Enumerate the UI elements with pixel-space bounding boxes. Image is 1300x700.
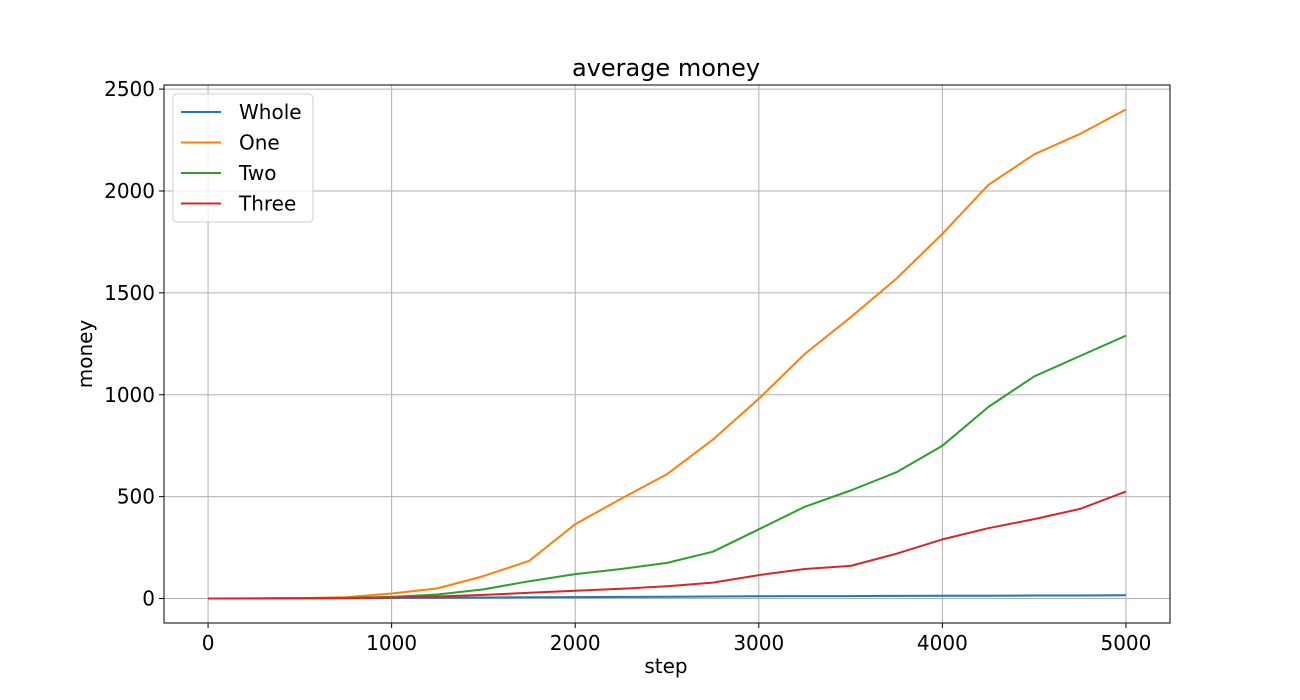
x-tick-label: 0 (202, 631, 215, 655)
series-line-two (208, 334, 1127, 600)
series-layer (208, 108, 1127, 600)
chart-title: average money (572, 54, 760, 82)
x-tick-label: 5000 (1100, 631, 1151, 655)
y-tick-label: 1000 (104, 383, 155, 407)
grid (164, 85, 1170, 623)
plot-frame (163, 84, 1171, 624)
y-tick-label: 500 (117, 485, 155, 509)
x-tick-label: 4000 (917, 631, 968, 655)
y-axis-label: money (73, 320, 97, 389)
x-tick-label: 3000 (733, 631, 784, 655)
legend: Whole One Two Three (172, 93, 314, 223)
legend-label-three: Three (238, 192, 296, 216)
x-axis-ticks: 0 1000 2000 3000 4000 5000 (202, 623, 1151, 655)
y-tick-label: 2500 (104, 77, 155, 101)
x-tick-label: 2000 (550, 631, 601, 655)
legend-label-two: Two (238, 161, 277, 185)
legend-label-whole: Whole (239, 100, 302, 124)
y-tick-label: 0 (142, 587, 155, 611)
y-tick-label: 2000 (104, 179, 155, 203)
series-line-three (208, 490, 1127, 600)
x-tick-label: 1000 (366, 631, 417, 655)
y-axis-ticks: 0 500 1000 1500 2000 2500 (104, 77, 164, 611)
legend-box (172, 93, 314, 223)
legend-label-one: One (239, 131, 280, 155)
series-line-one (208, 108, 1127, 600)
x-axis-label: step (644, 654, 687, 678)
y-tick-label: 1500 (104, 281, 155, 305)
